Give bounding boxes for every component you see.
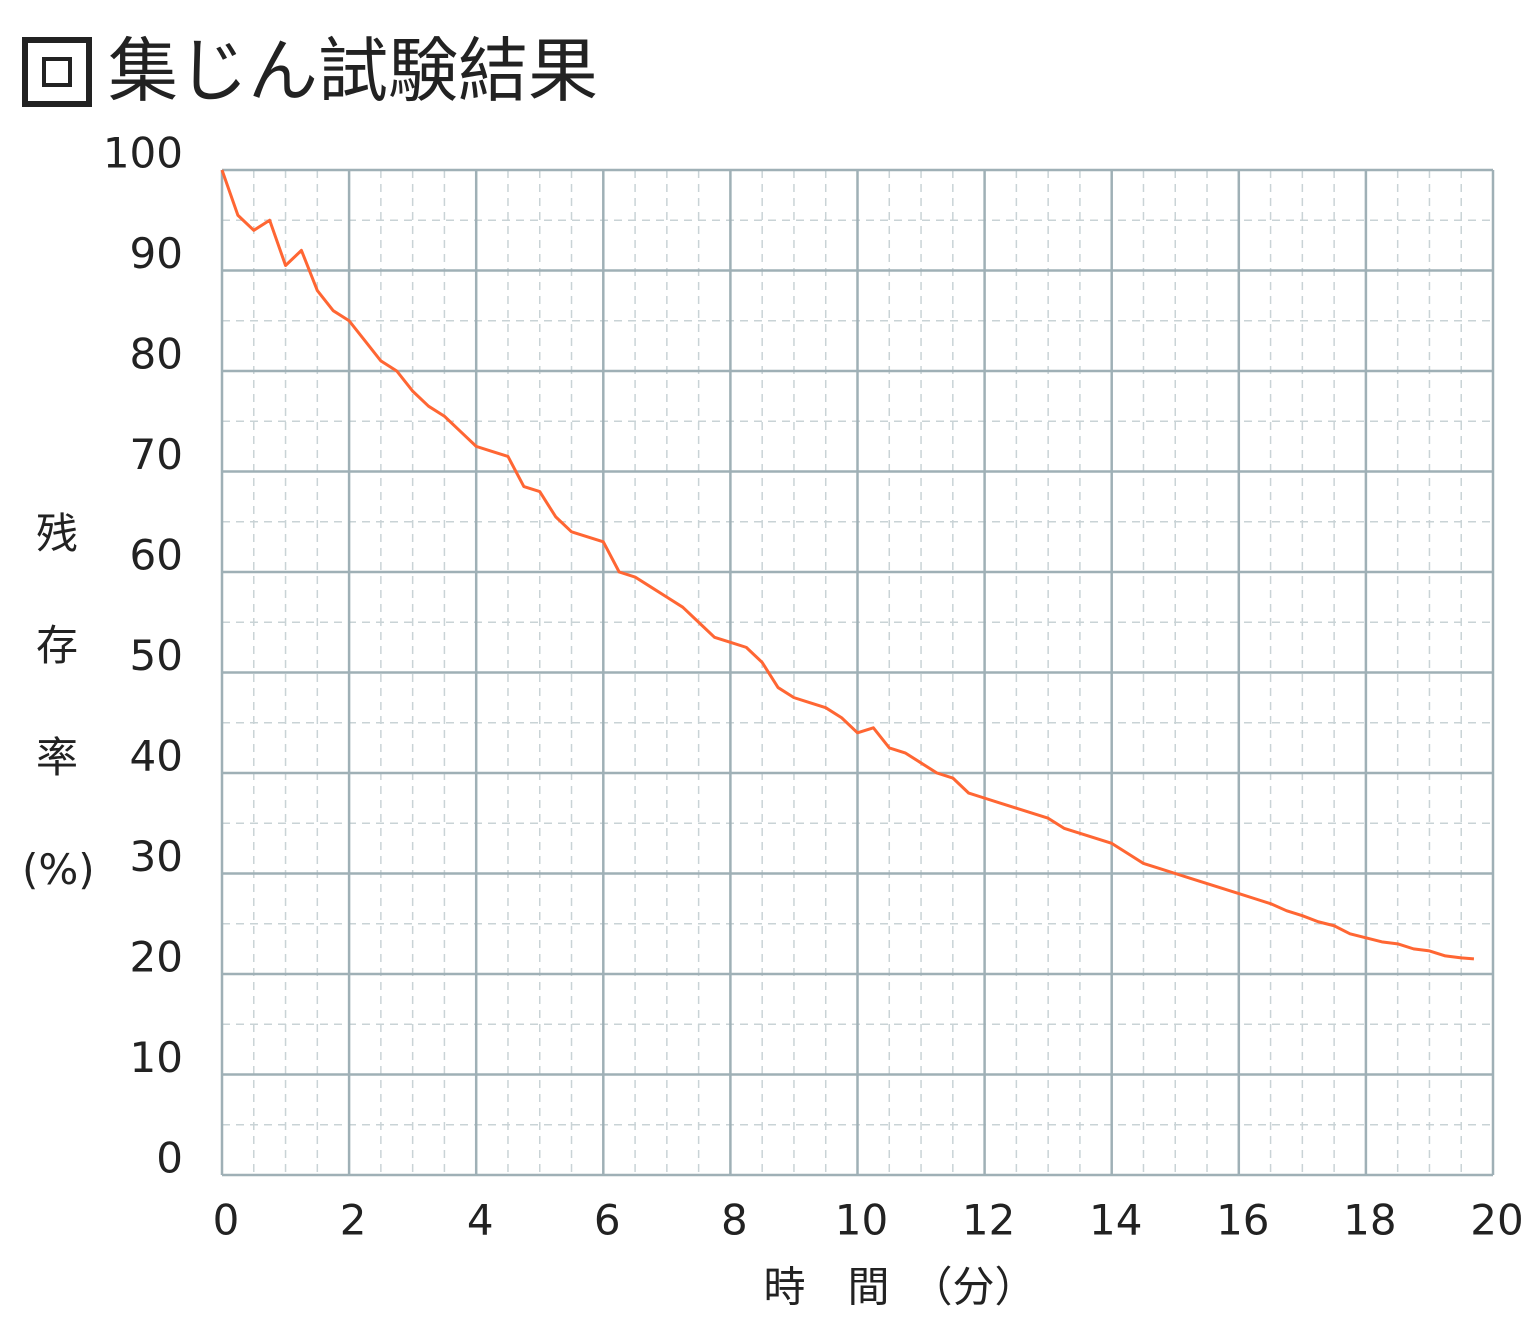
data-line [220, 169, 1475, 961]
x-tick-label: 0 [213, 1196, 240, 1245]
x-axis-label: 時 間 （分） [763, 1263, 1036, 1312]
x-tick-label: 8 [721, 1196, 748, 1245]
chart-title: 集じん試験結果 [108, 30, 598, 112]
x-tick-label: 20 [1470, 1196, 1523, 1245]
title-icon [22, 37, 92, 107]
x-tick-label: 4 [467, 1196, 494, 1245]
y-tick-label: 90 [130, 229, 183, 278]
y-tick-label: 0 [156, 1134, 183, 1183]
y-tick-label: 60 [130, 531, 183, 580]
title-icon [42, 57, 72, 87]
y-tick-label: 20 [130, 933, 183, 982]
x-tick-label: 18 [1343, 1196, 1396, 1245]
x-tick-label: 16 [1216, 1196, 1269, 1245]
y-tick-label: 30 [130, 832, 183, 881]
x-tick-label: 14 [1089, 1196, 1142, 1245]
y-tick-label: 40 [130, 732, 183, 781]
y-tick-label: 70 [130, 430, 183, 479]
y-tick-label: 80 [130, 330, 183, 379]
y-tick-label: 50 [130, 631, 183, 680]
x-tick-label: 2 [340, 1196, 367, 1245]
y-axis-label: 残存率(%) [22, 509, 95, 894]
y-tick-label: 100 [103, 129, 183, 178]
x-tick-label: 10 [835, 1196, 888, 1245]
x-tick-label: 6 [594, 1196, 621, 1245]
y-tick-label: 10 [130, 1033, 183, 1082]
x-tick-label: 12 [962, 1196, 1015, 1245]
